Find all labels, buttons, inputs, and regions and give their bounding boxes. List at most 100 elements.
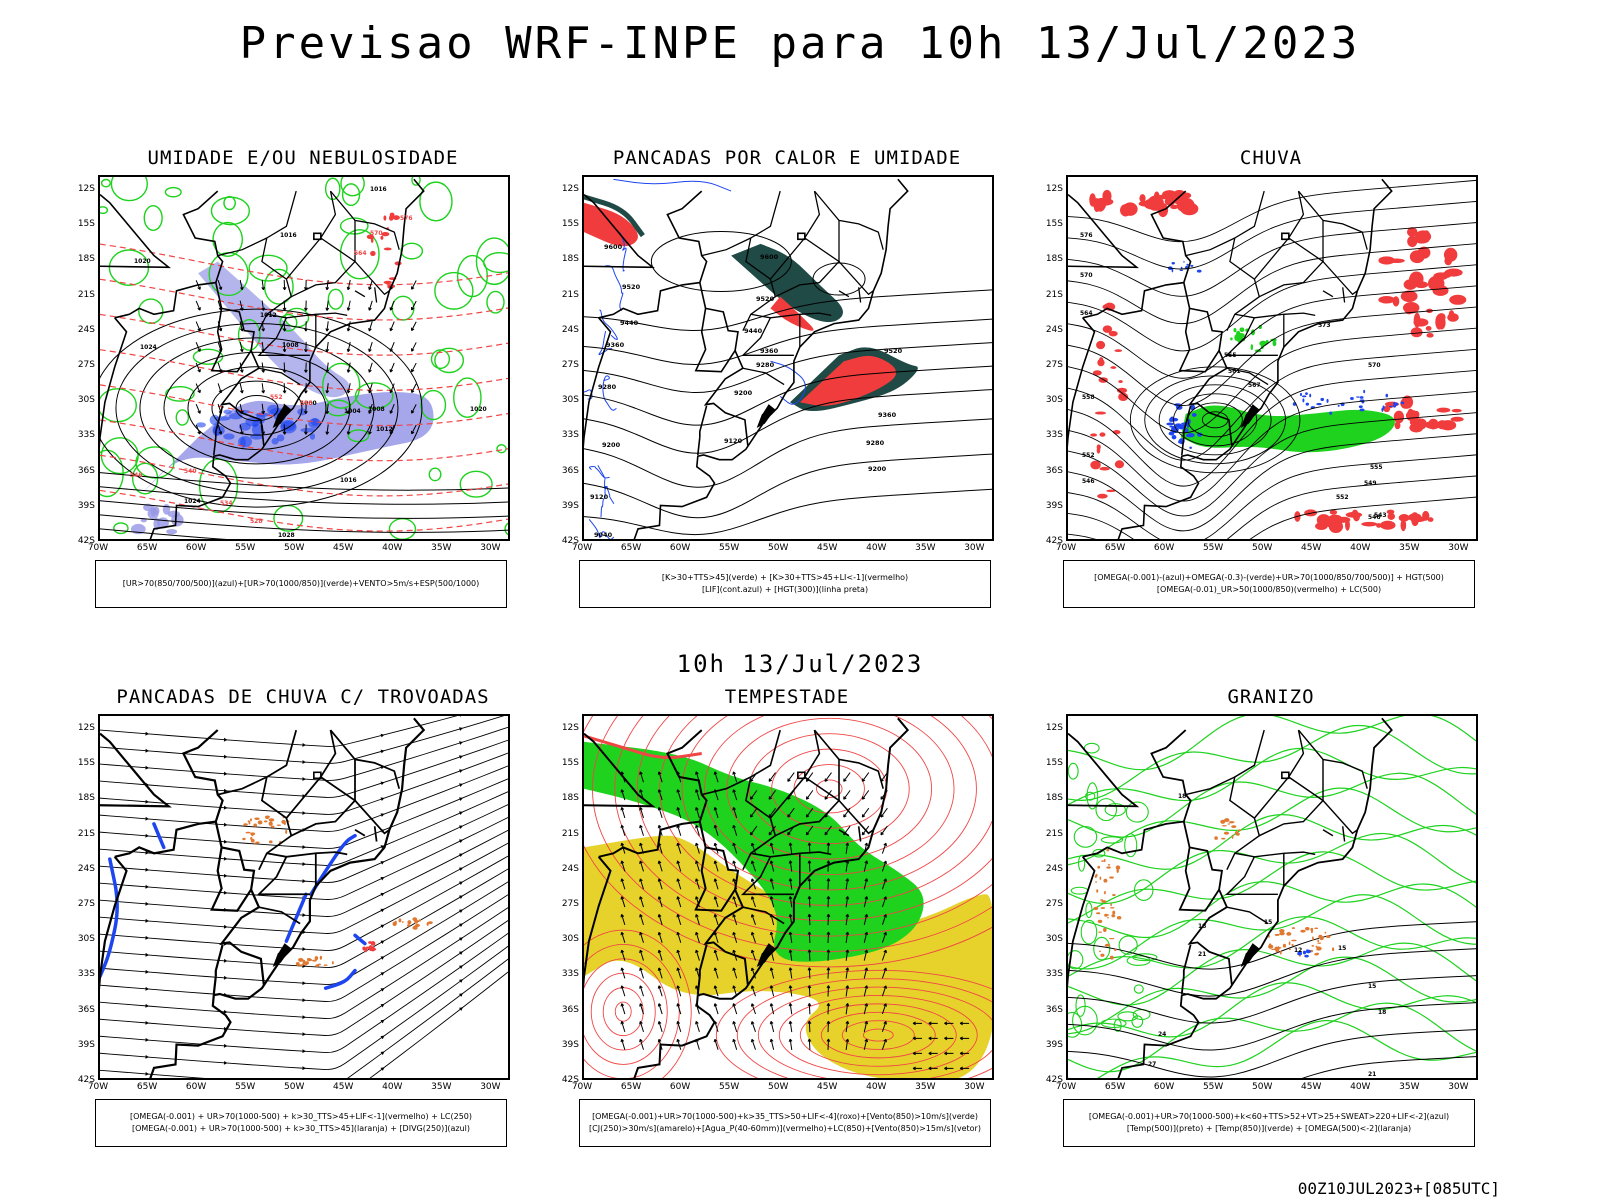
panel-title: CHUVA [1239,147,1303,169]
rh-lowlevel-contour [428,467,442,482]
country-border [100,856,128,990]
streamline-arrow [459,755,463,759]
state-border [1226,906,1269,925]
rh-lowlevel-contour [175,409,190,426]
streamline-arrow [224,1077,225,1078]
wind-vector [881,878,887,890]
instability-red-diag [770,296,814,331]
wind-vector [880,825,888,836]
lif-contour [613,178,732,192]
lon-tick-label: 55W [718,543,740,553]
low-center-contour [1129,366,1301,474]
country-border [100,317,128,448]
panel-title: UMIDADE E/OU NEBULOSIDADE [147,147,459,169]
contour-label: 570 [1368,362,1381,369]
streamline-arrow [458,867,463,871]
streamline-arrow [145,884,150,889]
wind-vector [807,913,812,926]
wind-vector [620,914,626,926]
thunder-orange [270,825,275,828]
distrito-federal [313,771,322,780]
omega-orange [1318,934,1323,939]
lc850-streamline [584,943,680,1078]
thickness-line [100,454,508,497]
hgt500-streamline [1068,179,1476,243]
thickness-cluster [383,247,392,251]
state-border [742,906,785,925]
lon-tick-label: 65W [620,543,642,553]
wind-vector [346,341,351,353]
wind-vector [304,403,308,415]
wind-vector [959,1066,970,1071]
lat-tick-label: 18S [1045,793,1063,804]
lat-tick-label: 27S [561,899,579,910]
instability-teal-band [731,243,843,323]
map-granizo[interactable]: 18 15 12 18 15 21 24 27 15 18 21 [1066,714,1478,1080]
wind-vector [411,300,417,311]
streamline-arrow [145,867,150,872]
thunder-orange [250,838,255,843]
thunder-orange [254,817,260,820]
wind-vector [389,342,395,352]
rain-blue-patch [1358,405,1363,409]
country-border [210,308,252,373]
wind-vector [195,300,201,311]
contour-label: 1000 [300,400,317,407]
rh-lowlevel-contour [237,319,261,351]
contour-label: 564 [354,250,367,257]
lat-tick-label: 36S [77,1004,95,1015]
lon-tick-label: 70W [1055,1082,1077,1092]
thunder-orange [319,955,323,960]
rain-red-patch [1388,258,1405,264]
rain-red-patch [1329,509,1338,515]
wind-vector [620,1038,626,1050]
wind-vector [826,860,831,872]
lon-tick-label: 70W [87,543,109,553]
thunder-orange [298,964,304,967]
wind-vector [750,1038,756,1050]
streamline-arrow [302,1032,306,1037]
rain-red-patch [1400,290,1418,303]
wind-vector [676,931,682,943]
country-border [703,846,749,985]
rain-blue-patch [1171,268,1174,273]
thunder-red [368,941,373,944]
wind-vector [325,362,330,373]
map-tempestade[interactable] [582,714,994,1080]
streamline [100,528,227,539]
map-trovoadas[interactable] [98,714,510,1080]
rain-blue-patch [1169,430,1179,434]
lon-tick-label: 30W [1448,1082,1469,1092]
temp850-contour [1070,886,1089,895]
lat-tick-label: 18S [77,254,95,265]
wind-vector [713,985,719,997]
rain-red-patch [1094,411,1107,415]
lc850-streamline [715,969,992,1078]
country-border [699,282,707,309]
distrito-federal [1281,232,1290,241]
rain-green-band [1180,405,1395,453]
state-border [745,729,821,820]
wind-vector [769,896,775,908]
thunder-orange [245,831,251,834]
wind-vector [639,878,644,890]
temp850-contour [1072,1005,1098,1036]
thunder-orange [401,921,404,923]
omega-orange [1106,866,1111,869]
legend-box: [OMEGA(-0.001) + UR>70(1000-500) + k>30_… [95,1099,507,1147]
wind-vector [826,913,831,926]
contour-label: 1012 [260,312,277,319]
wind-vector [217,424,223,435]
map-umidade[interactable]: 1016 1016 1020 1024 1012 1008 1000 1004 1008 1012… [98,175,510,541]
omega-orange [1106,848,1110,852]
streamline-arrow [145,986,150,991]
omega-orange [1224,818,1230,823]
streamline-arrow [302,1066,306,1071]
map-pancadas-calor[interactable]: 9600 9520 9440 9360 9280 9200 9120 9040 9600 9520… [582,175,994,541]
state-border [1185,776,1236,796]
map-chuva[interactable]: 576 570 564 558 552 546 543 555 561 567 573 570 555 5… [1066,175,1478,541]
streamline-arrow [302,777,306,781]
rh-lowlevel-contour [165,386,195,402]
wind-vector [732,914,738,926]
omega-orange [1331,947,1335,952]
